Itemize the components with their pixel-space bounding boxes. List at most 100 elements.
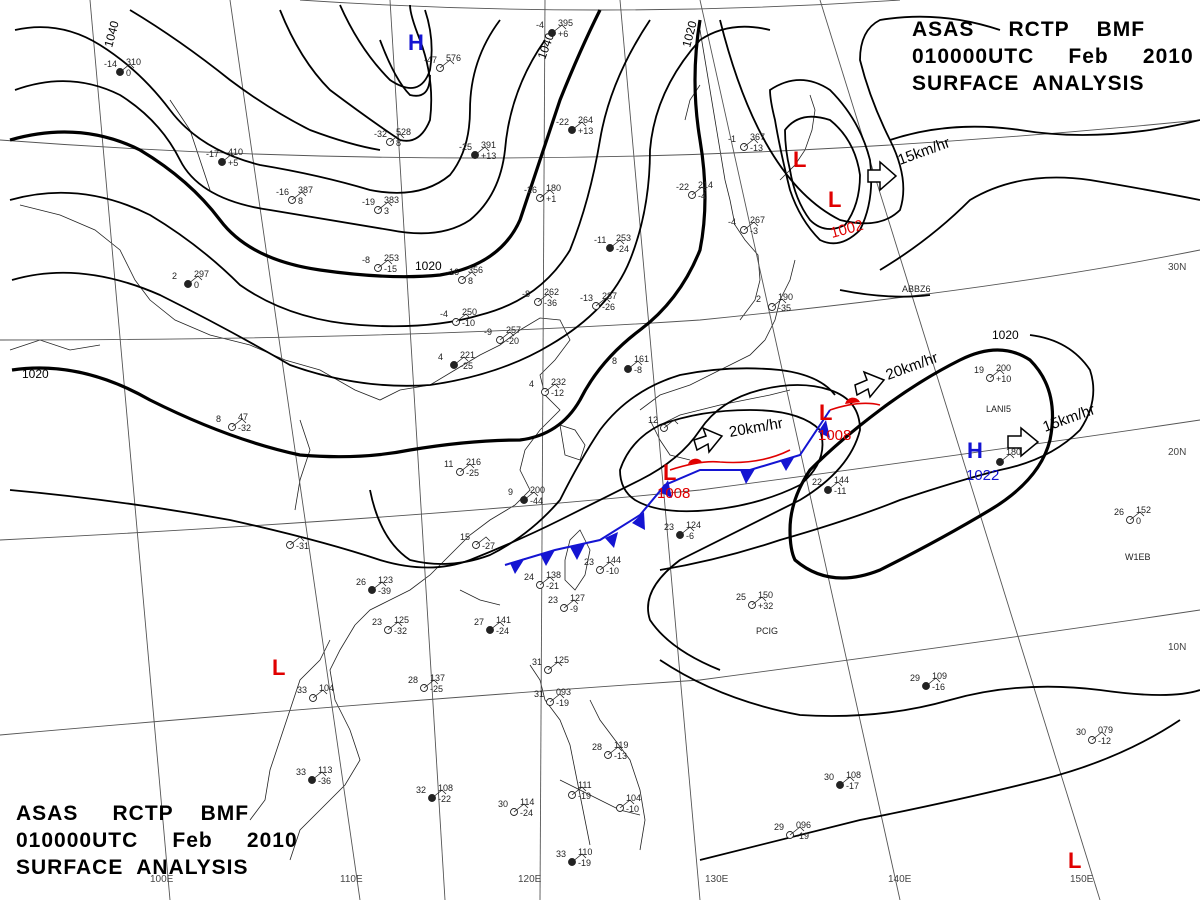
wind-barb-icon bbox=[549, 693, 565, 703]
wind-barb-icon bbox=[499, 331, 515, 341]
station-temperature: -11 bbox=[594, 235, 606, 245]
station-temperature: -4 bbox=[440, 309, 448, 319]
wind-barb-icon bbox=[513, 803, 529, 813]
station-plot: -47 576 bbox=[424, 53, 461, 72]
lon-label-100e: 100E bbox=[150, 874, 174, 885]
station-tendency: -15 bbox=[384, 264, 397, 274]
station-codes: ABBZ6 LANI5 W1EB PCIG bbox=[756, 284, 1151, 636]
movement-arrow-icon bbox=[867, 160, 898, 192]
station-temperature: 23 bbox=[584, 557, 594, 567]
station-temperature: 15 bbox=[460, 532, 470, 542]
wind-barb-icon bbox=[311, 771, 327, 781]
wind-barb-icon bbox=[989, 369, 1005, 379]
station-tendency: -31 bbox=[296, 541, 309, 551]
low-pressure-marker: L bbox=[819, 400, 832, 425]
station-temperature: -22 bbox=[556, 117, 569, 127]
station-pressure: 262 bbox=[544, 287, 559, 297]
low-pressure-marker: L bbox=[1068, 848, 1081, 873]
station-pressure: 232 bbox=[551, 377, 566, 387]
wind-barb-icon bbox=[679, 526, 695, 536]
station-plot: -22 264+13 bbox=[556, 115, 593, 136]
station-pressure: 137 bbox=[430, 673, 445, 683]
station-plot: -17 410+5 bbox=[206, 147, 243, 168]
station-tendency: -25 bbox=[466, 468, 479, 478]
station-tendency: -12 bbox=[551, 388, 564, 398]
station-tendency: -11 bbox=[834, 486, 846, 496]
wind-barb-icon bbox=[453, 356, 469, 366]
station-tendency: -10 bbox=[626, 804, 639, 814]
station-tendency: 0 bbox=[194, 280, 199, 290]
station-temperature: -47 bbox=[424, 55, 437, 65]
station-pressure: 576 bbox=[446, 53, 461, 63]
station-pressure: 287 bbox=[602, 291, 617, 301]
station-pressure: 180 bbox=[1006, 447, 1021, 457]
station-tendency: -32 bbox=[394, 626, 407, 636]
station-plot: 15 -27 bbox=[460, 532, 495, 551]
station-tendency: -24 bbox=[496, 626, 509, 636]
station-temperature: 33 bbox=[296, 767, 306, 777]
station-tendency: -19 bbox=[796, 831, 809, 841]
station-plot: 30 108-17 bbox=[824, 770, 861, 791]
wind-barb-icon bbox=[743, 138, 759, 148]
station-pressure: 150 bbox=[758, 590, 773, 600]
station-tendency: +13 bbox=[481, 151, 496, 161]
station-tendency: -36 bbox=[544, 298, 557, 308]
station-pressure: 387 bbox=[298, 185, 313, 195]
station-pressure: 096 bbox=[796, 820, 811, 830]
station-pressure: 125 bbox=[394, 615, 409, 625]
station-pressure: 161 bbox=[634, 354, 649, 364]
cold-front bbox=[504, 409, 831, 574]
wind-barb-icon bbox=[571, 853, 587, 863]
station-plot: 33 110-19 bbox=[556, 847, 592, 868]
station-tendency: -39 bbox=[378, 586, 391, 596]
low-pressure-value: 1008 bbox=[657, 485, 690, 502]
station-temperature: 23 bbox=[372, 617, 382, 627]
station-temperature: -22 bbox=[676, 182, 689, 192]
station-tendency: 3 bbox=[384, 206, 389, 216]
station-tendency: -9 bbox=[570, 604, 578, 614]
station-pressure: 391 bbox=[481, 140, 496, 150]
station-pressure: 264 bbox=[578, 115, 593, 125]
station-temperature: 2 bbox=[172, 271, 177, 281]
station-plot: 8 161-8 bbox=[612, 354, 649, 375]
station-tendency: -19 bbox=[578, 858, 591, 868]
station-tendency: 0 bbox=[1136, 516, 1141, 526]
station-temperature: -8 bbox=[362, 255, 370, 265]
isobar-label: 1020 bbox=[22, 367, 49, 381]
lon-label-130e: 130E bbox=[705, 874, 729, 885]
station-temperature: 12 bbox=[648, 415, 658, 425]
station-tendency: -20 bbox=[506, 336, 519, 346]
coastlines bbox=[9, 29, 816, 861]
station-temperature: 4 bbox=[529, 379, 534, 389]
isobars bbox=[9, 4, 1200, 861]
station-plot: 30 114-24 bbox=[498, 797, 534, 818]
ship-code: ABBZ6 bbox=[902, 284, 931, 294]
wind-barb-icon bbox=[455, 313, 471, 323]
station-plot: -13 287-26 bbox=[580, 291, 617, 312]
lon-label-110e: 110E bbox=[340, 874, 363, 885]
station-pressure: 383 bbox=[384, 195, 399, 205]
wind-barb-icon bbox=[119, 63, 135, 73]
isobar-label: 1040 bbox=[101, 19, 122, 49]
station-plot: 25 150+32 bbox=[736, 590, 773, 611]
station-temperature: 26 bbox=[1114, 507, 1124, 517]
wind-barb-icon bbox=[187, 275, 203, 285]
header-product-line: ASAS RCTP BMF bbox=[16, 802, 250, 825]
station-pressure: 119 bbox=[614, 740, 628, 750]
station-tendency: 8 bbox=[468, 276, 473, 286]
station-temperature: -19 bbox=[362, 197, 375, 207]
station-tendency: -25 bbox=[460, 361, 473, 371]
wind-barb-icon bbox=[371, 581, 387, 591]
station-pressure: 113 bbox=[318, 765, 332, 775]
station-temperature: 4 bbox=[438, 352, 443, 362]
wind-barb-icon bbox=[423, 679, 439, 689]
station-pressure: 104 bbox=[626, 793, 641, 803]
wind-barb-icon bbox=[389, 133, 405, 143]
station-plot: 26 123-39 bbox=[356, 575, 393, 596]
station-temperature: 9 bbox=[508, 487, 513, 497]
station-temperature: 31 bbox=[532, 657, 542, 667]
